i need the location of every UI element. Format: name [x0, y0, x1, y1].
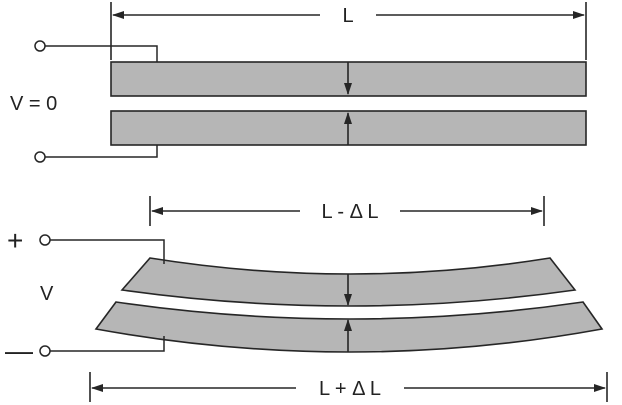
top-length-dimension: L — [110, 2, 587, 60]
top-length-label: L — [342, 5, 353, 27]
outer-length-dimension: L + Δ L — [89, 372, 608, 402]
voltage-zero-label: V = 0 — [10, 93, 57, 115]
terminal-top-upper — [34, 40, 46, 52]
wire-top-upper — [45, 45, 158, 62]
voltage-label: V — [40, 283, 54, 305]
terminal-top-lower — [34, 151, 46, 163]
minus-sign-label: — — [5, 335, 33, 366]
wire-bent-upper — [50, 239, 165, 264]
plus-sign-label: + — [7, 225, 23, 256]
outer-length-label: L + Δ L — [319, 378, 381, 400]
bent-bimorph: L - Δ L + V — L + Δ L — [5, 196, 608, 402]
inner-length-label: L - Δ L — [321, 201, 378, 223]
bent-lower-layer — [94, 301, 604, 353]
terminal-bent-upper — [39, 234, 51, 246]
terminal-bent-lower — [39, 345, 51, 357]
straight-bimorph: L V = 0 — [10, 2, 587, 163]
wire-bent-lower — [50, 336, 165, 352]
inner-length-dimension: L - Δ L — [149, 196, 545, 226]
wire-top-lower — [45, 145, 158, 158]
